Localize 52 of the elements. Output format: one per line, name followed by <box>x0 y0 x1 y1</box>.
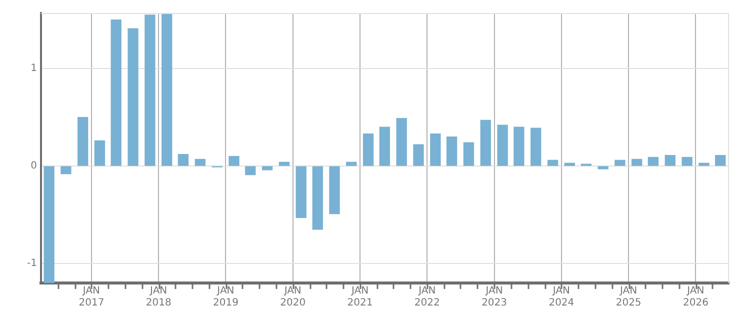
bar <box>648 156 659 166</box>
bar <box>632 158 642 166</box>
bar <box>278 162 290 166</box>
bar <box>396 118 407 166</box>
bar <box>262 166 273 170</box>
bar <box>44 166 54 283</box>
x-tick-label: JAN 2026 <box>682 286 708 309</box>
bar <box>346 162 357 166</box>
x-tick-label: JAN 2018 <box>146 286 172 309</box>
bar <box>60 166 72 174</box>
bar <box>698 162 710 166</box>
bar <box>446 136 458 166</box>
x-tick-label: JAN 2021 <box>347 286 373 309</box>
bar <box>379 126 390 166</box>
bar <box>228 156 240 166</box>
bar <box>362 134 374 166</box>
bar <box>178 154 189 166</box>
x-tick-label: JAN 2020 <box>280 286 306 309</box>
y-tick-label: -1 <box>27 258 37 270</box>
bar <box>598 166 608 170</box>
bar <box>614 160 626 166</box>
bar <box>564 162 576 166</box>
bar <box>715 154 726 166</box>
x-tick-label: JAN 2024 <box>548 286 574 309</box>
x-tick-label: JAN 2019 <box>213 286 238 309</box>
bar <box>194 158 206 166</box>
bar <box>463 142 474 166</box>
x-tick-label: JAN 2025 <box>616 286 642 309</box>
bar <box>94 140 106 166</box>
x-tick-label: JAN 2017 <box>78 286 104 309</box>
bar <box>329 166 340 214</box>
y-tick-label: 1 <box>30 63 37 74</box>
x-tick-label: JAN 2022 <box>414 286 440 309</box>
bar <box>162 14 172 166</box>
bar <box>144 14 156 166</box>
bar <box>514 126 524 166</box>
bar <box>530 128 542 166</box>
bar <box>480 120 491 166</box>
bar <box>547 160 558 166</box>
bar <box>682 156 692 166</box>
bar <box>77 116 88 166</box>
bar <box>497 124 508 166</box>
bar <box>664 154 676 166</box>
bar <box>312 166 323 230</box>
bar <box>413 144 424 166</box>
bar <box>430 134 441 166</box>
bar <box>245 166 256 176</box>
y-tick-label: 0 <box>30 160 37 172</box>
bar <box>296 166 306 218</box>
x-tick-label: JAN 2023 <box>482 286 508 309</box>
bar <box>128 28 138 166</box>
bar <box>110 19 122 166</box>
